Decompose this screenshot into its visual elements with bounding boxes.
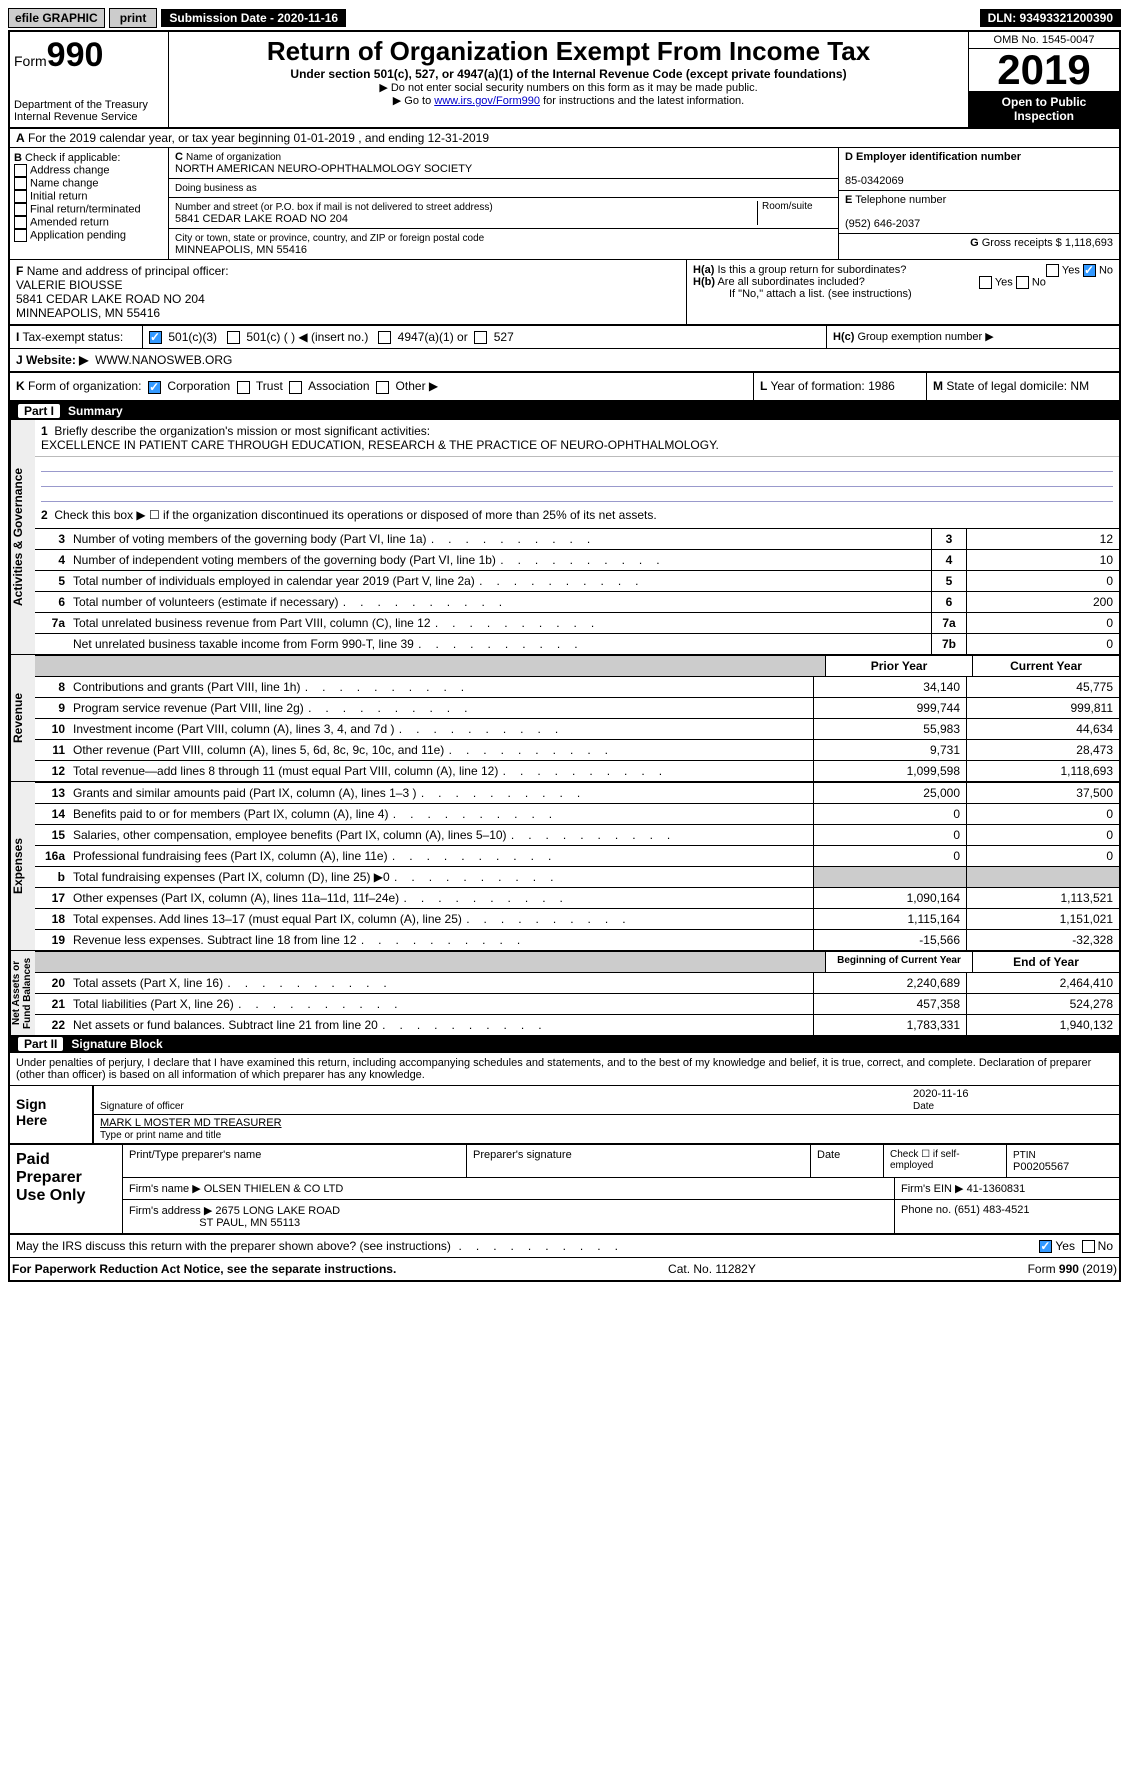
form-title: Return of Organization Exempt From Incom…: [177, 36, 960, 67]
form-footer: For Paperwork Reduction Act Notice, see …: [10, 1258, 1119, 1280]
table-row: 13Grants and similar amounts paid (Part …: [35, 782, 1119, 803]
table-row: 15Salaries, other compensation, employee…: [35, 824, 1119, 845]
table-row: 5Total number of individuals employed in…: [35, 570, 1119, 591]
section-b-checks: B Check if applicable: Address change Na…: [10, 148, 169, 259]
dept-label: Department of the Treasury Internal Reve…: [14, 99, 164, 123]
org-address: 5841 CEDAR LAKE ROAD NO 204: [175, 213, 348, 225]
table-row: 21Total liabilities (Part X, line 26)457…: [35, 993, 1119, 1014]
subtitle-1: Under section 501(c), 527, or 4947(a)(1)…: [177, 67, 960, 81]
subtitle-2: ▶ Do not enter social security numbers o…: [177, 81, 960, 94]
form-container: Form990 Department of the Treasury Inter…: [8, 30, 1121, 1282]
table-row: 6Total number of volunteers (estimate if…: [35, 591, 1119, 612]
signature-block: Sign Here Signature of officer 2020-11-1…: [10, 1085, 1119, 1143]
period-row: A For the 2019 calendar year, or tax yea…: [10, 129, 1119, 148]
table-row: 14Benefits paid to or for members (Part …: [35, 803, 1119, 824]
table-row: 12Total revenue—add lines 8 through 11 (…: [35, 760, 1119, 781]
part2-header: Part IISignature Block: [10, 1035, 1119, 1053]
table-row: 7aTotal unrelated business revenue from …: [35, 612, 1119, 633]
entity-block: B Check if applicable: Address change Na…: [10, 148, 1119, 260]
table-row: 4Number of independent voting members of…: [35, 549, 1119, 570]
dln-label: DLN: 93493321200390: [980, 9, 1121, 27]
table-row: 8Contributions and grants (Part VIII, li…: [35, 676, 1119, 697]
table-row: 20Total assets (Part X, line 16)2,240,68…: [35, 972, 1119, 993]
governance-section: Activities & Governance 1 Briefly descri…: [10, 420, 1119, 655]
part1-header: Part ISummary: [10, 402, 1119, 420]
paid-preparer: Paid Preparer Use Only Print/Type prepar…: [10, 1143, 1119, 1235]
open-to-public: Open to PublicInspection: [969, 91, 1119, 127]
submission-date: Submission Date - 2020-11-16: [161, 9, 346, 27]
table-row: 9Program service revenue (Part VIII, lin…: [35, 697, 1119, 718]
table-row: 22Net assets or fund balances. Subtract …: [35, 1014, 1119, 1035]
irs-link[interactable]: www.irs.gov/Form990: [434, 95, 540, 107]
table-row: 3Number of voting members of the governi…: [35, 528, 1119, 549]
subtitle-3: ▶ Go to www.irs.gov/Form990 for instruct…: [177, 94, 960, 107]
table-row: Net unrelated business taxable income fr…: [35, 633, 1119, 654]
ein-value: 85-0342069: [845, 175, 904, 187]
gross-receipts: 1,118,693: [1065, 237, 1113, 249]
form-header: Form990 Department of the Treasury Inter…: [10, 32, 1119, 129]
table-row: 16aProfessional fundraising fees (Part I…: [35, 845, 1119, 866]
form-number: Form990: [14, 36, 164, 75]
mission-text: EXCELLENCE IN PATIENT CARE THROUGH EDUCA…: [41, 438, 719, 452]
table-row: 18Total expenses. Add lines 13–17 (must …: [35, 908, 1119, 929]
form-of-org: K Form of organization: Corporation Trus…: [10, 373, 753, 399]
org-city: MINNEAPOLIS, MN 55416: [175, 244, 307, 256]
table-row: 10Investment income (Part VIII, column (…: [35, 718, 1119, 739]
tax-year: 2019: [969, 49, 1119, 91]
phone-value: (952) 646-2037: [845, 218, 920, 230]
expenses-section: Expenses 13Grants and similar amounts pa…: [10, 782, 1119, 951]
org-name: NORTH AMERICAN NEURO-OPHTHALMOLOGY SOCIE…: [175, 163, 472, 175]
perjury-text: Under penalties of perjury, I declare th…: [10, 1053, 1119, 1085]
table-row: 19Revenue less expenses. Subtract line 1…: [35, 929, 1119, 950]
top-toolbar: efile GRAPHIC print Submission Date - 20…: [8, 8, 1121, 28]
discuss-row: May the IRS discuss this return with the…: [10, 1235, 1119, 1258]
table-row: bTotal fundraising expenses (Part IX, co…: [35, 866, 1119, 887]
print-button[interactable]: print: [109, 8, 158, 28]
efile-label: efile GRAPHIC: [8, 8, 105, 28]
table-row: 17Other expenses (Part IX, column (A), l…: [35, 887, 1119, 908]
website-value: WWW.NANOSWEB.ORG: [95, 353, 232, 367]
revenue-section: Revenue Prior Year Current Year 8Contrib…: [10, 655, 1119, 782]
netassets-section: Net Assets or Fund Balances Beginning of…: [10, 951, 1119, 1035]
table-row: 11Other revenue (Part VIII, column (A), …: [35, 739, 1119, 760]
